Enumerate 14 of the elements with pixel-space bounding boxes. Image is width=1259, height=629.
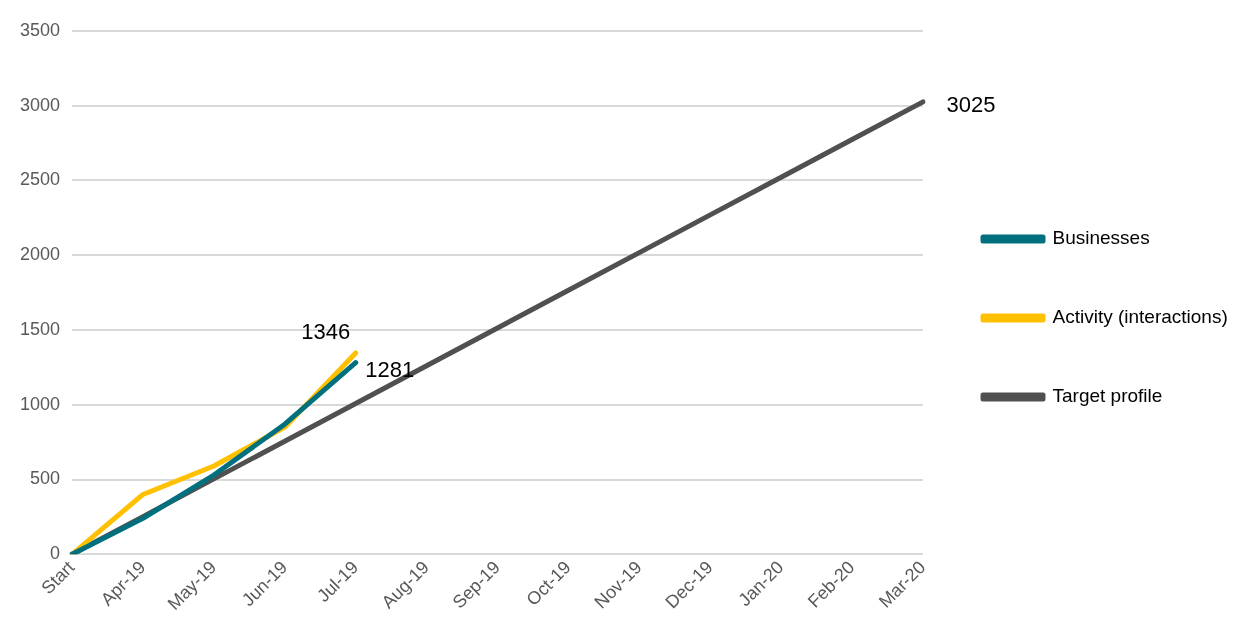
- y-tick-label: 3500: [20, 19, 61, 40]
- legend-label: Target profile: [1052, 385, 1163, 407]
- legend-label: Businesses: [1052, 227, 1150, 249]
- y-tick-label: 1500: [20, 318, 61, 339]
- data-label: 1346: [301, 319, 351, 345]
- legend-label: Activity (interactions): [1052, 306, 1228, 328]
- y-tick-label: 0: [50, 543, 61, 564]
- y-tick-label: 2000: [20, 244, 61, 265]
- y-tick-label: 500: [30, 468, 61, 489]
- y-tick-label: 1000: [20, 393, 61, 414]
- data-label: 3025: [946, 91, 996, 117]
- y-tick-label: 2500: [20, 169, 61, 190]
- data-label: 1281: [365, 356, 415, 382]
- y-tick-label: 3000: [20, 94, 61, 115]
